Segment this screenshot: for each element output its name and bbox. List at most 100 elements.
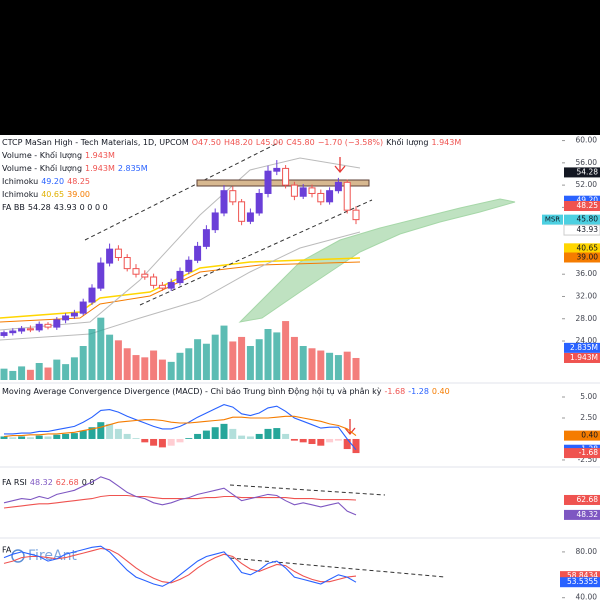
candle-body <box>62 315 70 321</box>
volume-bar <box>290 336 298 380</box>
y-tick-label: 32.00 <box>576 291 598 300</box>
legend-text: 0.40 <box>432 387 450 396</box>
candle-body <box>352 209 360 221</box>
candle-body <box>44 323 52 328</box>
macd-histogram <box>114 428 122 439</box>
macd-histogram <box>255 433 263 439</box>
price-tag <box>560 571 600 582</box>
macd-histogram <box>211 427 219 439</box>
macd-histogram <box>264 428 272 439</box>
price-tag-label: 0.40 <box>581 431 598 440</box>
volume-bar <box>62 364 70 380</box>
candle-body <box>18 328 26 332</box>
y-tick-label: 52.00 <box>576 180 598 189</box>
legend-text: 54.28 <box>28 203 51 212</box>
trend-line <box>139 199 373 306</box>
volume-bar <box>26 369 34 380</box>
y-tick-label: 36.00 <box>576 269 598 278</box>
macd-histogram <box>273 428 281 439</box>
stoch-k-line <box>3 545 357 587</box>
legend-text: Moving Average Convergence Divergence (M… <box>2 386 382 397</box>
volume-bar <box>185 348 193 380</box>
y-tick-label: 60.00 <box>576 136 598 145</box>
y-tick-label: -2.50 <box>578 455 598 464</box>
macd-histogram <box>53 434 61 439</box>
candle-body <box>317 192 325 203</box>
candle-body <box>79 301 87 314</box>
legend-text: Ichimoku <box>2 177 38 186</box>
signal-line <box>3 415 357 438</box>
price-tag-label: 45.80 <box>577 215 599 224</box>
macd-line <box>4 404 357 451</box>
volume-bar <box>229 341 237 380</box>
macd-histogram <box>132 438 140 439</box>
volume-bar <box>220 325 228 380</box>
candle-body <box>123 257 131 270</box>
legend-text: 48.32 <box>30 478 53 487</box>
legend-text: C45.80 <box>286 138 315 147</box>
volume-bar <box>88 329 96 380</box>
trend-line <box>229 557 446 578</box>
candle-body <box>167 282 175 289</box>
macd-histogram <box>343 438 351 450</box>
macd-histogram <box>194 433 202 439</box>
candle-body <box>290 184 298 197</box>
legend-text: O47.50 <box>192 138 221 147</box>
price-tag <box>564 195 600 206</box>
volume-bar <box>343 351 351 380</box>
volume-bar <box>9 370 17 380</box>
macd-histogram <box>18 436 26 439</box>
volume-bar <box>299 346 307 380</box>
macd-histogram <box>299 438 307 443</box>
macd-histogram <box>326 438 334 443</box>
volume-bar <box>211 334 219 380</box>
candle-body <box>70 312 78 317</box>
volume-bar <box>264 329 272 380</box>
macd-histogram <box>123 433 131 439</box>
bollinger-band <box>0 157 361 331</box>
volume-bar <box>176 352 184 380</box>
price-tag-label: 1.943M <box>570 353 598 362</box>
candle-body <box>282 167 290 186</box>
volume-bar <box>308 348 316 380</box>
ichimoku-cloud <box>238 198 516 323</box>
candle-body <box>176 270 184 284</box>
macd-histogram <box>35 435 43 439</box>
macd-histogram <box>185 438 193 439</box>
legend-text: Volume - Khối lượng <box>2 163 82 173</box>
volume-bar <box>202 343 210 380</box>
legend-text: 0 0 0 0 <box>80 203 108 212</box>
y-tick-label: 28.00 <box>576 314 598 323</box>
rsi-line <box>3 476 357 516</box>
volume-bar <box>79 346 87 380</box>
candle-body <box>299 187 307 197</box>
volume-bar <box>0 368 8 380</box>
volume-bar <box>114 340 122 380</box>
price-tag <box>564 509 600 520</box>
candle-body <box>158 284 166 289</box>
legend-text: 49.20 <box>41 177 64 186</box>
candle-body <box>53 319 61 328</box>
legend-text: FA RSI <box>2 478 27 487</box>
price-tag-label: 62.68 <box>577 495 599 504</box>
price-tag-label: 54.28 <box>577 167 599 176</box>
price-tag-label: 43.93 <box>577 225 599 234</box>
candle-body <box>114 248 122 258</box>
y-tick-label: 80.00 <box>576 547 598 556</box>
volume-bar <box>334 355 342 380</box>
legend-text: -1.68 <box>385 387 406 396</box>
volume-bar <box>194 339 202 380</box>
macd-histogram <box>106 423 114 439</box>
volume-bar <box>35 363 43 380</box>
macd-histogram <box>158 438 166 448</box>
black-bar <box>0 0 600 135</box>
price-tag <box>563 224 600 236</box>
macd-histogram <box>26 437 34 439</box>
macd-histogram <box>79 430 87 439</box>
rsi-ma-line <box>3 494 357 509</box>
candle-body <box>343 181 351 211</box>
candle-body <box>264 170 272 194</box>
legend-text: 43.93 <box>54 203 77 212</box>
candle-body <box>0 332 8 336</box>
legend-text: 1.943M <box>85 164 115 173</box>
